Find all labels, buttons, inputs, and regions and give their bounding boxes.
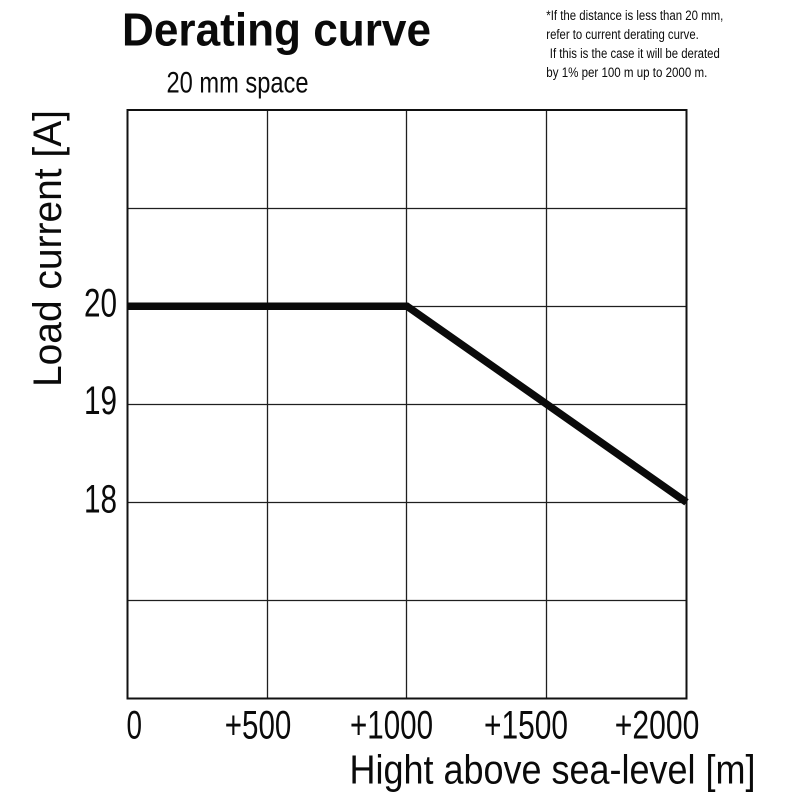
svg-text:19: 19	[84, 379, 117, 423]
svg-text:+500: +500	[225, 704, 291, 748]
svg-text:+1000: +1000	[350, 704, 433, 748]
svg-text:Load current [A]: Load current [A]	[26, 110, 70, 387]
svg-text:18: 18	[84, 478, 117, 522]
svg-text:by 1% per 100 m up to 2000 m.: by 1% per 100 m up to 2000 m.	[546, 65, 707, 80]
svg-text:Derating curve: Derating curve	[122, 4, 431, 56]
svg-text:+1500: +1500	[484, 704, 568, 748]
svg-text:+2000: +2000	[615, 704, 700, 748]
svg-text:20 mm space: 20 mm space	[167, 67, 309, 100]
svg-text:Hight above sea-level [m]: Hight above sea-level [m]	[350, 747, 756, 793]
svg-text:20: 20	[84, 282, 117, 326]
svg-text:0: 0	[127, 704, 143, 748]
svg-text:*If the distance is less than: *If the distance is less than 20 mm,	[546, 8, 723, 23]
svg-text:If this is the case it will be: If this is the case it will be derated	[550, 46, 720, 61]
svg-text:refer to current derating curv: refer to current derating curve.	[546, 27, 699, 42]
